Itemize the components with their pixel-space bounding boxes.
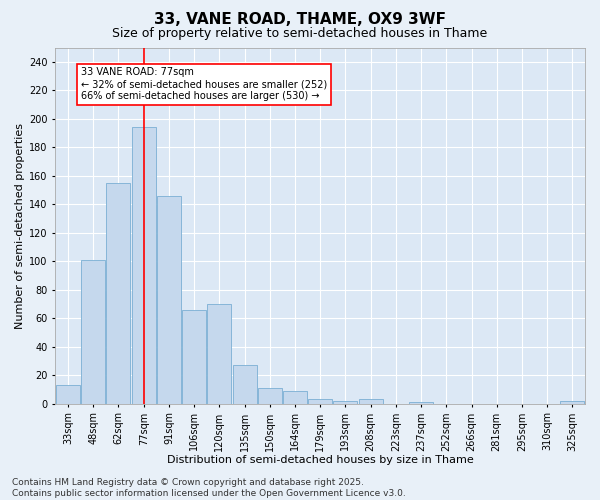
X-axis label: Distribution of semi-detached houses by size in Thame: Distribution of semi-detached houses by … — [167, 455, 473, 465]
Bar — [283, 391, 307, 404]
Text: 33 VANE ROAD: 77sqm
← 32% of semi-detached houses are smaller (252)
66% of semi-: 33 VANE ROAD: 77sqm ← 32% of semi-detach… — [80, 68, 327, 100]
Bar — [560, 401, 584, 404]
Bar — [308, 400, 332, 404]
Bar — [359, 400, 383, 404]
Bar — [409, 402, 433, 404]
Text: Size of property relative to semi-detached houses in Thame: Size of property relative to semi-detach… — [112, 28, 488, 40]
Text: 33, VANE ROAD, THAME, OX9 3WF: 33, VANE ROAD, THAME, OX9 3WF — [154, 12, 446, 28]
Bar — [182, 310, 206, 404]
Bar — [208, 304, 232, 404]
Bar — [334, 401, 358, 404]
Bar — [157, 196, 181, 404]
Bar — [233, 365, 257, 404]
Bar — [132, 128, 155, 404]
Bar — [106, 183, 130, 404]
Y-axis label: Number of semi-detached properties: Number of semi-detached properties — [15, 122, 25, 328]
Bar — [81, 260, 105, 404]
Text: Contains HM Land Registry data © Crown copyright and database right 2025.
Contai: Contains HM Land Registry data © Crown c… — [12, 478, 406, 498]
Bar — [56, 385, 80, 404]
Bar — [258, 388, 282, 404]
